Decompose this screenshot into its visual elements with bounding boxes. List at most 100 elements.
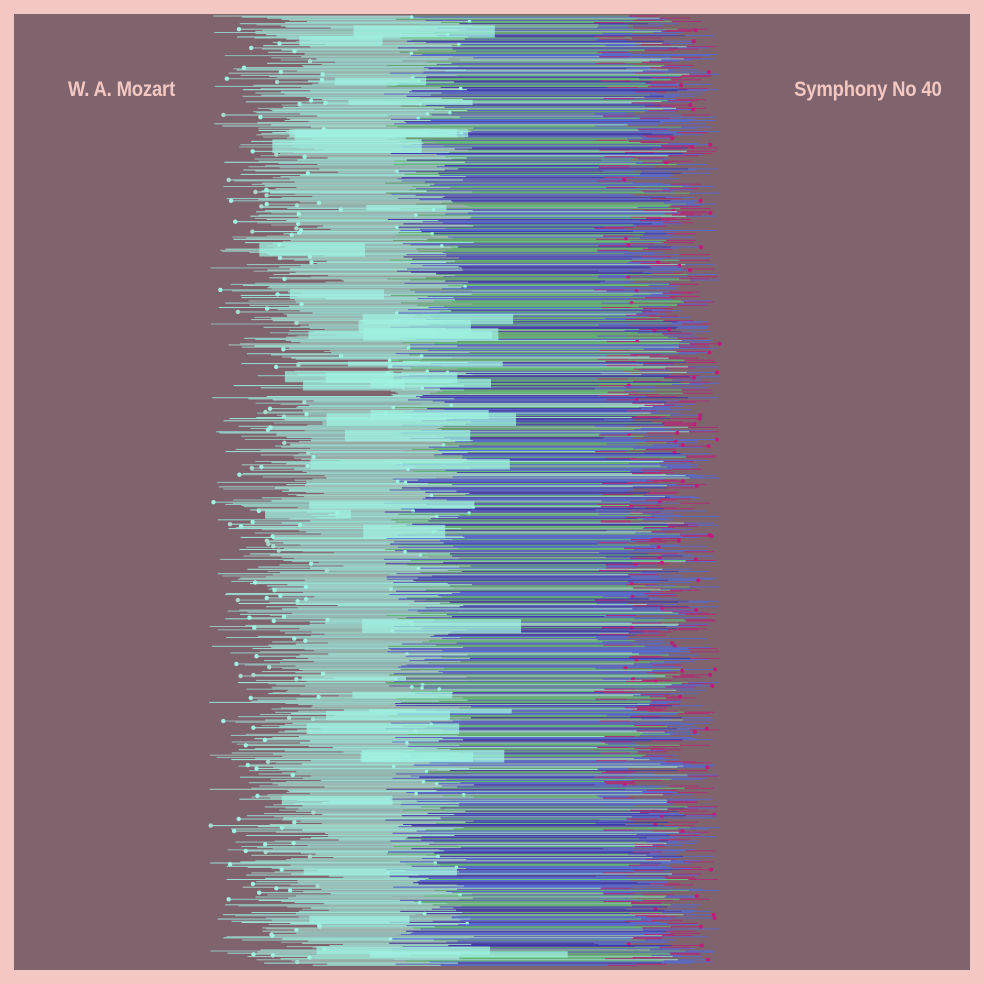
note-dot-2283 — [265, 759, 271, 764]
note-dot-1854 — [271, 618, 276, 624]
note-dot-77 — [691, 39, 696, 44]
note-dot-1216 — [698, 413, 703, 418]
note-dot-2784 — [698, 924, 703, 929]
note-block-20 — [326, 710, 450, 721]
note-block-1 — [370, 378, 492, 388]
note-block-23 — [326, 413, 517, 426]
note-dot-626 — [233, 219, 238, 224]
note-dot-203 — [274, 79, 280, 85]
note-dot-2020 — [708, 672, 713, 677]
note-dot-137 — [307, 58, 313, 64]
note-dot-1290 — [714, 437, 719, 442]
note-dot-2476 — [208, 823, 213, 828]
note-dot-84 — [277, 41, 282, 46]
note-dot-599 — [708, 210, 713, 215]
note-dot-2651 — [250, 881, 256, 887]
note-dot-1270 — [675, 430, 680, 435]
note-dot-1604 — [676, 538, 681, 543]
note-dot-1790 — [235, 597, 241, 603]
note-block-33 — [272, 139, 422, 154]
note-dot-2756 — [712, 916, 717, 920]
note-dot-708 — [698, 245, 703, 249]
music-visualization — [208, 15, 722, 966]
note-block-11 — [289, 129, 469, 138]
note-dot-2568 — [307, 854, 313, 859]
note-dot-1551 — [227, 522, 233, 527]
note-dot-1509 — [256, 508, 262, 514]
note-dot-2679 — [256, 890, 262, 895]
note-dot-1960 — [254, 654, 259, 659]
note-block-16 — [310, 459, 510, 470]
note-dot-2305 — [254, 766, 259, 771]
note-dot-1782 — [264, 595, 269, 601]
note-block-2 — [306, 723, 460, 734]
note-dot-1084 — [714, 370, 719, 375]
note-dot-1907 — [292, 636, 297, 641]
note-dot-1983 — [234, 661, 239, 667]
note-dot-1313 — [706, 444, 711, 449]
note-block-26 — [294, 134, 406, 140]
note-dot-1301 — [282, 440, 287, 445]
note-dot-2609 — [279, 867, 284, 872]
note-dot-1434 — [694, 483, 699, 488]
composer-label: W. A. Mozart — [68, 78, 176, 101]
note-dot-777 — [688, 268, 693, 273]
note-dot-2551 — [243, 848, 248, 854]
note-block-21 — [334, 77, 427, 86]
note-dot-1481 — [211, 500, 216, 505]
note-dot-2841 — [699, 943, 704, 948]
note-block-9 — [259, 243, 365, 257]
note-block-27 — [299, 35, 383, 46]
note-dot-1820 — [694, 608, 699, 612]
note-dot-1102 — [691, 375, 696, 380]
note-dot-273 — [688, 103, 693, 108]
note-dot-1993 — [267, 665, 272, 670]
symphony-title: Symphony No 40 — [794, 78, 943, 101]
note-dot-428 — [302, 154, 307, 159]
note-dot-2005 — [680, 668, 685, 673]
note-dot-2096 — [248, 695, 253, 701]
note-dot-952 — [667, 327, 672, 332]
note-dot-891 — [264, 306, 270, 311]
note-dot-1400 — [237, 472, 242, 477]
note-dot-2001 — [713, 667, 718, 672]
note-dot-1726 — [696, 578, 701, 583]
note-dot-391 — [708, 142, 713, 147]
note-dot-1635 — [276, 548, 281, 553]
note-dot-1419 — [680, 479, 685, 484]
note-dot-569 — [264, 201, 269, 207]
note-block-18 — [362, 619, 522, 633]
note-block-38 — [289, 289, 384, 300]
note-dot-835 — [218, 287, 223, 293]
note-block-34 — [353, 25, 495, 38]
note-dot-2592 — [227, 861, 233, 867]
note-dot-191 — [224, 76, 230, 81]
note-dot-2672 — [287, 888, 293, 893]
note-dot-304 — [221, 112, 226, 118]
note-dot-1227 — [697, 416, 702, 421]
note-dot-1022 — [707, 350, 712, 355]
note-dot-45 — [693, 28, 698, 33]
note-dot-2455 — [236, 816, 241, 822]
note-block-30 — [369, 951, 568, 958]
note-dot-2325 — [290, 772, 295, 778]
note-block-19 — [362, 314, 514, 325]
note-dot-372 — [670, 136, 675, 141]
note-dot-2690 — [694, 894, 699, 898]
note-dot-558 — [698, 198, 703, 203]
note-block-4 — [348, 99, 473, 106]
note-dot-1260 — [265, 427, 271, 432]
note-dot-2197 — [692, 730, 697, 735]
note-block-29 — [301, 676, 406, 681]
note-block-3 — [265, 509, 351, 519]
note-dot-658 — [250, 229, 255, 234]
note-dot-2301 — [705, 765, 710, 770]
note-dot-2151 — [286, 715, 292, 720]
note-dot-647 — [294, 226, 299, 231]
note-block-36 — [344, 430, 471, 442]
note-block-28 — [366, 204, 447, 211]
note-dot-495 — [226, 177, 231, 183]
note-dot-1614 — [266, 541, 271, 547]
note-dot-1012 — [281, 347, 286, 352]
